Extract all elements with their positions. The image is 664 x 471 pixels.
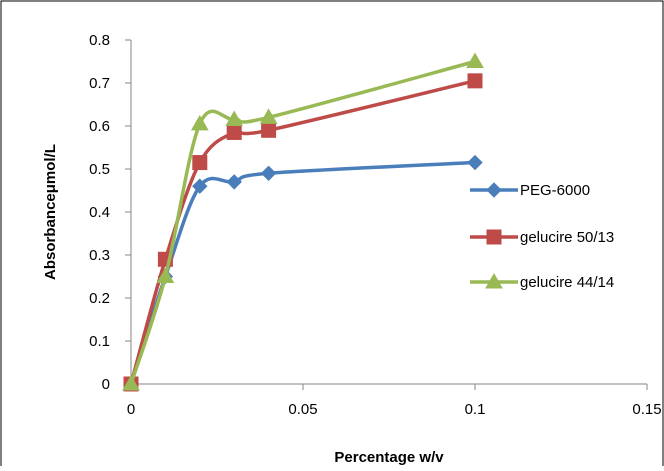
- x-tick-label: 0.1: [465, 401, 486, 418]
- x-tick-label: 0: [127, 401, 135, 418]
- y-tick-label: 0.6: [89, 118, 110, 135]
- series-line: [129, 59, 476, 385]
- data-point: [466, 52, 484, 68]
- y-tick-label: 0: [102, 376, 110, 393]
- legend-marker: [485, 272, 503, 289]
- data-point: [192, 178, 208, 194]
- legend-label: PEG-6000: [520, 182, 590, 199]
- data-point: [226, 174, 242, 190]
- x-tick-label: 0.05: [288, 401, 317, 418]
- data-point: [192, 155, 208, 171]
- x-axis-title: Percentage w/v: [334, 449, 444, 466]
- data-point: [467, 73, 483, 89]
- data-point: [467, 154, 483, 171]
- legend-marker: [486, 229, 502, 245]
- y-axis-ticks: 0 0.1 0.2 0.3 0.4 0.5 0.6 0.7 0.8: [89, 32, 131, 393]
- data-point: [156, 267, 175, 283]
- data-point: [260, 165, 277, 182]
- x-axis-ticks: 0 0.05 0.1 0.15: [127, 384, 662, 418]
- x-tick-label: 0.15: [632, 401, 661, 418]
- data-point: [226, 124, 242, 140]
- data-point: [190, 114, 209, 131]
- y-tick-label: 0.3: [89, 247, 110, 264]
- legend-marker: [486, 182, 502, 198]
- data-point: [225, 110, 244, 127]
- y-tick-label: 0.4: [89, 204, 110, 221]
- y-tick-label: 0.7: [89, 75, 110, 92]
- data-point: [261, 122, 277, 138]
- data-point: [122, 374, 140, 391]
- data-point: [259, 108, 278, 124]
- y-tick-label: 0.8: [89, 32, 110, 49]
- legend-label: gelucire 50/13: [520, 229, 614, 246]
- y-tick-label: 0.1: [89, 333, 110, 350]
- series-layer: [122, 52, 484, 392]
- y-tick-label: 0.2: [89, 290, 110, 307]
- y-tick-label: 0.5: [89, 161, 110, 178]
- legend-label: gelucire 44/14: [520, 274, 614, 291]
- legend: PEG-6000 gelucire 50/13 gelucire 44/14: [470, 182, 614, 291]
- y-axis-title: Absorbanceμmol/L: [42, 144, 59, 280]
